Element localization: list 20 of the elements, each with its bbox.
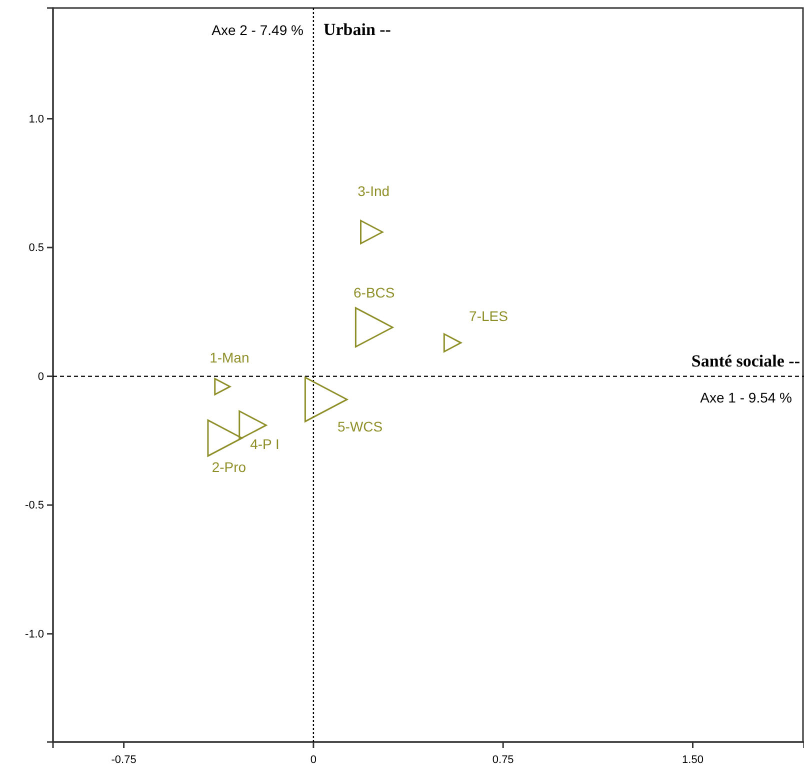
series-label: 3-Ind [358,183,390,200]
series-label: 5-WCS [338,418,383,434]
y-tick-label: 1.0 [28,113,44,126]
series-label: 6-BCS [354,284,395,300]
y-tick-label: 0 [38,370,44,383]
y-tick-label: 0.5 [28,242,44,254]
x-tick-label: 0 [310,754,317,766]
annotation: Santé sociale -- [691,351,800,370]
x-tick-label: 1.50 [682,754,704,766]
annotation: Axe 1 - 9.54 % [700,389,792,406]
y-tick-label: -1.0 [25,628,44,640]
y-tick-label: -0.5 [25,500,44,512]
series-label: 1-Man [210,350,250,366]
annotation: Axe 2 - 7.49 % [212,22,304,38]
series-label: 2-Pro [212,459,246,476]
x-tick-label: -0.75 [111,754,136,766]
series-label: 4-P I [250,436,280,452]
annotation: Urbain -- [323,20,392,39]
x-tick-label: 0.75 [492,754,514,766]
series-label: 7-LES [469,308,508,324]
